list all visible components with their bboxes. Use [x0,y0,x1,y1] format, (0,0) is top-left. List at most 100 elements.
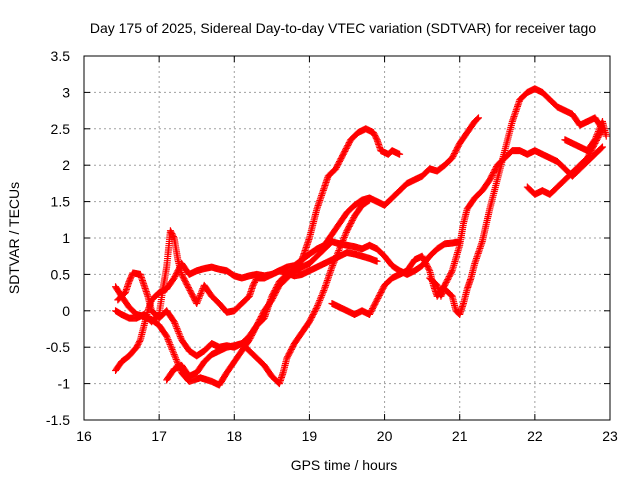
data-point [329,261,337,269]
data-point [174,328,182,336]
data-point [396,150,404,158]
y-axis-title: SDTVAR / TECUs [6,182,22,294]
data-point [334,248,342,256]
data-point [331,257,339,265]
data-point [596,124,604,132]
data-point [330,258,338,266]
data-point [312,305,320,313]
data-point [174,326,182,334]
y-tick-label: 0.5 [51,266,71,282]
data-point [163,332,171,340]
data-point [170,318,178,326]
y-tick-label: 2 [62,157,70,173]
x-tick-label: 19 [302,428,318,444]
data-point [195,293,203,301]
data-point [167,344,175,352]
series-arc7 [426,85,606,318]
x-tick-label: 20 [377,428,393,444]
data-point [172,323,180,331]
y-tick-label: 0 [62,303,70,319]
data-point [313,303,321,311]
data-point [320,287,328,295]
data-point [197,288,205,296]
data-point [333,252,341,260]
data-point [333,250,341,258]
series-arc5 [163,196,374,388]
x-axis-title: GPS time / hours [291,457,398,473]
data-point [340,233,348,241]
data-point [136,337,144,345]
x-tick-label: 22 [527,428,543,444]
x-tick-label: 17 [151,428,167,444]
data-point [425,265,433,273]
y-tick-label: -1.5 [46,412,70,428]
data-point [338,238,346,246]
data-point [336,243,344,251]
data-points [112,85,610,389]
series-arc4 [112,114,482,326]
y-tick-label: 3.5 [51,48,71,64]
data-point [197,290,205,298]
data-point [314,302,322,310]
series-arc3 [114,125,404,360]
chart-title: Day 175 of 2025, Sidereal Day-to-day VTE… [90,20,597,36]
series-arc6 [328,143,606,318]
data-point [594,129,602,137]
data-point [340,235,348,243]
data-point [172,354,180,362]
data-point [175,329,183,337]
data-point [164,336,172,344]
data-point [316,297,324,305]
plot-frame [83,55,611,421]
data-point [332,253,340,261]
data-point [338,240,346,248]
data-point [316,295,324,303]
data-point [592,132,600,140]
y-tick-label: 3 [62,84,70,100]
y-tick-label: 1.5 [51,194,71,210]
data-point [172,321,180,329]
data-point [315,298,323,306]
data-point [329,260,337,268]
data-point [154,311,162,319]
data-point [163,334,171,342]
data-point [196,291,204,299]
data-point [335,245,343,253]
data-point [173,324,181,332]
data-point [173,357,181,365]
data-point [171,319,179,327]
data-point [337,242,345,250]
data-point [171,352,179,360]
data-point [339,237,347,245]
data-point [447,268,455,276]
data-point [193,298,201,306]
axis-ticks: 16 17 18 19 20 21 22 23 -1.5 -1 -0.5 0 0.5 1 1.5 2 2.5 3 3… [46,48,618,444]
data-point [314,300,322,308]
data-point [474,115,482,123]
y-tick-label: -0.5 [46,339,70,355]
data-point [335,247,343,255]
data-point [169,347,177,355]
data-point [166,341,174,349]
data-point [342,230,350,238]
series-arc9 [561,118,610,155]
data-point [602,132,610,140]
data-point [593,131,601,139]
data-point [594,127,602,135]
data-point [170,350,178,358]
data-point [598,143,606,151]
data-point [341,232,349,240]
data-point [475,114,482,122]
data-point [342,228,350,236]
data-point [328,263,336,271]
data-point [592,134,600,142]
data-point [318,290,326,298]
x-tick-label: 18 [226,428,242,444]
data-point [373,257,381,265]
data-point [169,233,177,241]
data-point [169,349,177,357]
data-point [365,197,373,205]
y-tick-label: -1 [58,376,71,392]
x-tick-label: 21 [452,428,468,444]
